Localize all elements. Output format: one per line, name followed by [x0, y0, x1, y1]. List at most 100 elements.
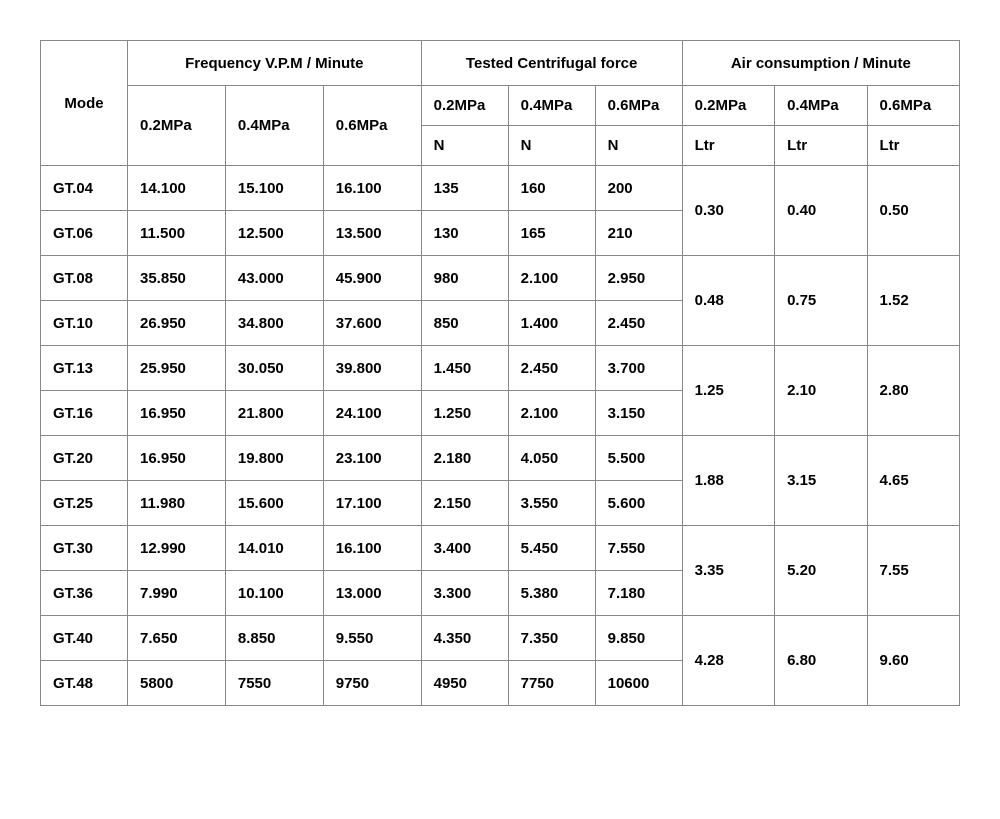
- force-cell: 7.180: [595, 571, 682, 616]
- freq-cell: 13.000: [323, 571, 421, 616]
- air-cell: 0.75: [775, 256, 867, 346]
- freq-cell: 11.980: [128, 481, 226, 526]
- force-cell: 7.350: [508, 616, 595, 661]
- force-cell: 2.150: [421, 481, 508, 526]
- freq-cell: 12.500: [225, 211, 323, 256]
- freq-cell: 23.100: [323, 436, 421, 481]
- force-cell: 2.450: [508, 346, 595, 391]
- table-row: GT.2016.95019.80023.1002.1804.0505.5001.…: [41, 436, 960, 481]
- force-cell: 210: [595, 211, 682, 256]
- table-row: GT.407.6508.8509.5504.3507.3509.8504.286…: [41, 616, 960, 661]
- freq-cell: 10.100: [225, 571, 323, 616]
- force-cell: 4.350: [421, 616, 508, 661]
- freq-cell: 43.000: [225, 256, 323, 301]
- air-cell: 3.15: [775, 436, 867, 526]
- table-body: GT.0414.10015.10016.1001351602000.300.40…: [41, 166, 960, 706]
- force-cell: 3.400: [421, 526, 508, 571]
- mode-cell: GT.40: [41, 616, 128, 661]
- force-cell: 7750: [508, 661, 595, 706]
- force-cell: 5.500: [595, 436, 682, 481]
- force-cell: 135: [421, 166, 508, 211]
- freq-cell: 8.850: [225, 616, 323, 661]
- mode-cell: GT.16: [41, 391, 128, 436]
- freq-cell: 5800: [128, 661, 226, 706]
- freq-cell: 35.850: [128, 256, 226, 301]
- force-unit-2: N: [508, 126, 595, 166]
- mode-cell: GT.04: [41, 166, 128, 211]
- mode-cell: GT.30: [41, 526, 128, 571]
- force-cell: 7.550: [595, 526, 682, 571]
- force-cell: 2.180: [421, 436, 508, 481]
- freq-cell: 39.800: [323, 346, 421, 391]
- freq-cell: 16.100: [323, 526, 421, 571]
- spec-table: Mode Frequency V.P.M / Minute Tested Cen…: [40, 40, 960, 706]
- force-cell: 3.300: [421, 571, 508, 616]
- freq-cell: 14.100: [128, 166, 226, 211]
- force-group-header: Tested Centrifugal force: [421, 41, 682, 86]
- air-cell: 3.35: [682, 526, 774, 616]
- force-pressure-1: 0.2MPa: [421, 86, 508, 126]
- force-cell: 9.850: [595, 616, 682, 661]
- freq-cell: 15.100: [225, 166, 323, 211]
- mode-cell: GT.48: [41, 661, 128, 706]
- mode-cell: GT.10: [41, 301, 128, 346]
- force-cell: 130: [421, 211, 508, 256]
- force-cell: 10600: [595, 661, 682, 706]
- air-cell: 2.80: [867, 346, 959, 436]
- air-pressure-1: 0.2MPa: [682, 86, 774, 126]
- freq-cell: 16.100: [323, 166, 421, 211]
- freq-cell: 11.500: [128, 211, 226, 256]
- freq-cell: 15.600: [225, 481, 323, 526]
- mode-cell: GT.06: [41, 211, 128, 256]
- air-cell: 0.40: [775, 166, 867, 256]
- freq-cell: 26.950: [128, 301, 226, 346]
- freq-pressure-1: 0.2MPa: [128, 86, 226, 166]
- mode-cell: GT.13: [41, 346, 128, 391]
- force-unit-1: N: [421, 126, 508, 166]
- mode-cell: GT.20: [41, 436, 128, 481]
- freq-cell: 16.950: [128, 436, 226, 481]
- force-cell: 1.450: [421, 346, 508, 391]
- force-cell: 160: [508, 166, 595, 211]
- table-row: GT.3012.99014.01016.1003.4005.4507.5503.…: [41, 526, 960, 571]
- table-row: GT.0414.10015.10016.1001351602000.300.40…: [41, 166, 960, 211]
- air-cell: 5.20: [775, 526, 867, 616]
- air-unit-2: Ltr: [775, 126, 867, 166]
- air-pressure-2: 0.4MPa: [775, 86, 867, 126]
- air-cell: 7.55: [867, 526, 959, 616]
- force-cell: 5.450: [508, 526, 595, 571]
- freq-pressure-2: 0.4MPa: [225, 86, 323, 166]
- air-cell: 1.52: [867, 256, 959, 346]
- freq-cell: 37.600: [323, 301, 421, 346]
- force-pressure-3: 0.6MPa: [595, 86, 682, 126]
- force-cell: 4950: [421, 661, 508, 706]
- air-group-header: Air consumption / Minute: [682, 41, 959, 86]
- force-unit-3: N: [595, 126, 682, 166]
- air-cell: 9.60: [867, 616, 959, 706]
- air-cell: 2.10: [775, 346, 867, 436]
- force-cell: 165: [508, 211, 595, 256]
- air-cell: 4.65: [867, 436, 959, 526]
- air-unit-1: Ltr: [682, 126, 774, 166]
- freq-cell: 7.990: [128, 571, 226, 616]
- freq-cell: 7.650: [128, 616, 226, 661]
- force-cell: 2.100: [508, 391, 595, 436]
- freq-cell: 9750: [323, 661, 421, 706]
- freq-cell: 25.950: [128, 346, 226, 391]
- freq-cell: 14.010: [225, 526, 323, 571]
- force-cell: 1.250: [421, 391, 508, 436]
- air-cell: 0.30: [682, 166, 774, 256]
- force-cell: 4.050: [508, 436, 595, 481]
- air-cell: 6.80: [775, 616, 867, 706]
- force-pressure-2: 0.4MPa: [508, 86, 595, 126]
- freq-cell: 21.800: [225, 391, 323, 436]
- mode-header: Mode: [41, 41, 128, 166]
- mode-cell: GT.36: [41, 571, 128, 616]
- freq-cell: 9.550: [323, 616, 421, 661]
- force-cell: 2.950: [595, 256, 682, 301]
- freq-cell: 45.900: [323, 256, 421, 301]
- freq-pressure-3: 0.6MPa: [323, 86, 421, 166]
- freq-cell: 30.050: [225, 346, 323, 391]
- table-row: GT.1325.95030.05039.8001.4502.4503.7001.…: [41, 346, 960, 391]
- force-cell: 980: [421, 256, 508, 301]
